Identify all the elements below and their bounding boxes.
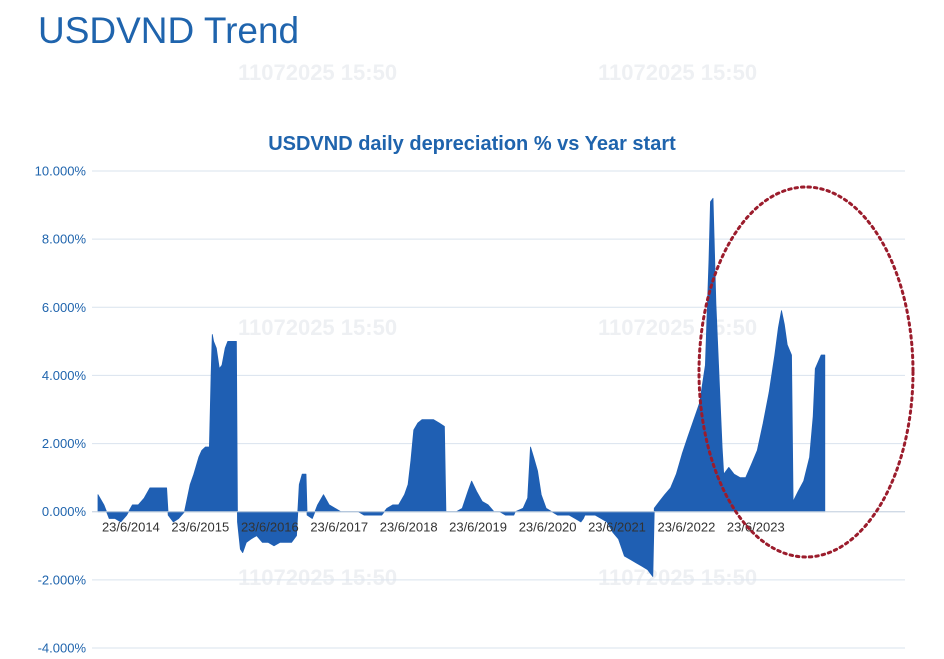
x-tick-label: 23/6/2019 <box>449 520 507 535</box>
x-tick-label: 23/6/2017 <box>310 520 368 535</box>
x-tick-label: 23/6/2018 <box>380 520 438 535</box>
y-tick-label: 4.000% <box>42 368 87 383</box>
x-tick-label: 23/6/2015 <box>171 520 229 535</box>
y-tick-label: -4.000% <box>38 641 87 656</box>
x-tick-label: 23/6/2014 <box>102 520 160 535</box>
slide-title: USDVND Trend <box>38 10 300 51</box>
x-tick-label: 23/6/2020 <box>519 520 577 535</box>
y-tick-label: 8.000% <box>42 232 87 247</box>
y-tick-label: 10.000% <box>35 164 87 179</box>
x-tick-label: 23/6/2021 <box>588 520 646 535</box>
x-tick-label: 23/6/2016 <box>241 520 299 535</box>
y-tick-label: 6.000% <box>42 300 87 315</box>
grid-layer <box>92 170 905 649</box>
chart-title: USDVND daily depreciation % vs Year star… <box>268 133 676 155</box>
x-axis: 23/6/2014 23/6/2015 23/6/2016 23/6/2017 23/6… <box>92 511 905 535</box>
x-tick-label: 23/6/2022 <box>657 520 715 535</box>
y-tick-label: 2.000% <box>42 436 87 451</box>
y-tick-label: -2.000% <box>38 572 87 587</box>
x-tick-label: 23/6/2023 <box>727 520 785 535</box>
y-tick-label: 0.000% <box>42 504 87 519</box>
y-axis: 10.000% 8.000% 6.000% 4.000% 2.000% 0.000% -2.… <box>35 164 87 656</box>
highlight-ellipse <box>697 185 915 559</box>
